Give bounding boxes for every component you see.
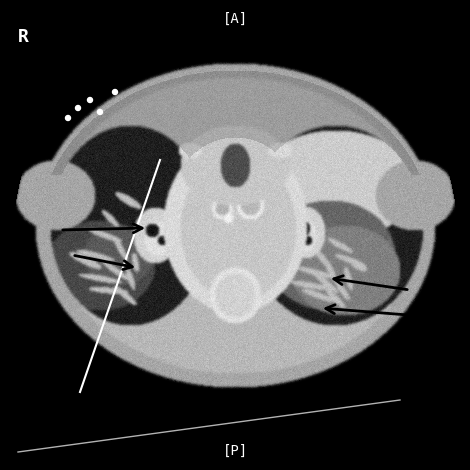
Circle shape [97,110,102,115]
Text: [A]: [A] [222,12,248,26]
Circle shape [87,97,93,102]
Text: R: R [18,28,29,46]
Circle shape [65,116,70,120]
Circle shape [112,89,118,94]
Text: [P]: [P] [222,444,248,458]
Circle shape [76,105,80,110]
